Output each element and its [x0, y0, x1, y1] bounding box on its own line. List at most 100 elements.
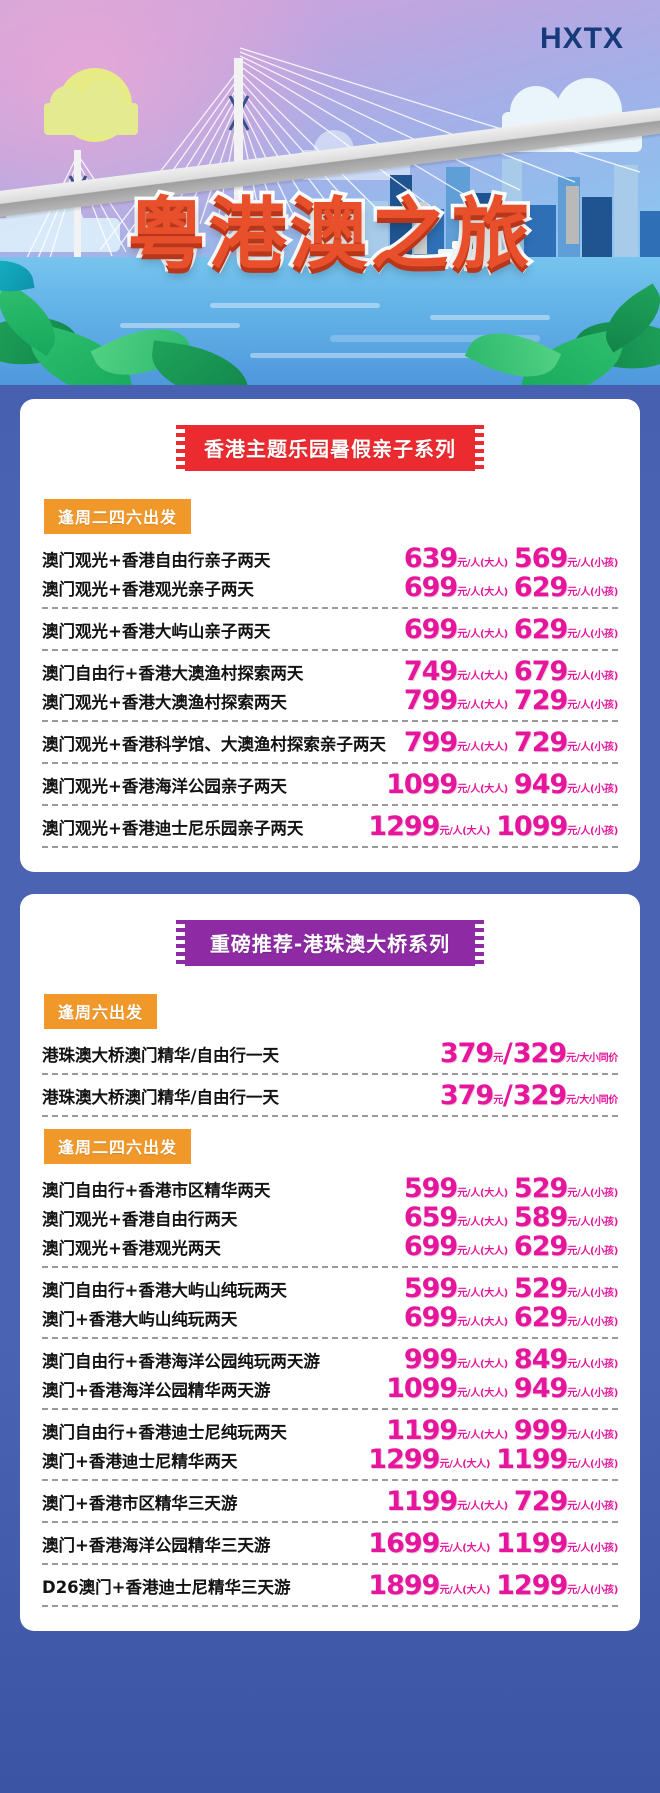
cloud-icon-yellow	[44, 80, 138, 135]
price-child: 629	[513, 1302, 568, 1334]
offer-row[interactable]: 澳门+香港迪士尼精华两天 1299 元/人(大人) 1199 元/人(小孩)	[42, 1445, 618, 1474]
offer-group: 澳门自由行+香港迪士尼纯玩两天 1199 元/人(大人) 999 元/人(小孩) 澳门+香…	[42, 1416, 618, 1481]
offer-row[interactable]: 澳门观光+香港科学馆、大澳渔村探索亲子两天 799 元/人(大人) 729 元/人(小孩…	[42, 728, 618, 757]
price-second: 329	[512, 1038, 567, 1070]
card-title-ribbon: 香港主题乐园暑假亲子系列	[176, 425, 484, 471]
price-adult-block: 1899 元/人(大人)	[368, 1570, 490, 1602]
offer-row[interactable]: 澳门观光+香港自由行亲子两天 639 元/人(大人) 569 元/人(小孩)	[42, 544, 618, 573]
price-child: 1299	[496, 1570, 568, 1602]
offer-row[interactable]: 澳门自由行+香港海洋公园纯玩两天游 999 元/人(大人) 849 元/人(小孩)	[42, 1345, 618, 1374]
price-adult-block: 799 元/人(大人)	[403, 685, 508, 717]
price-child: 1199	[496, 1528, 568, 1560]
price-adult-block: 699 元/人(大人)	[404, 574, 508, 601]
offer-group: 港珠澳大桥澳门精华/自由行一天 379 元/329 元/大小同价	[42, 1039, 618, 1075]
price-adult-unit: 元/人(大人)	[457, 1317, 508, 1328]
offer-row[interactable]: 澳门自由行+香港大澳渔村探索两天 749 元/人(大人) 679 元/人(小孩)	[42, 657, 618, 686]
price-adult: 639	[403, 543, 458, 575]
offer-row[interactable]: 港珠澳大桥澳门精华/自由行一天 379 元/329 元/大小同价	[42, 1039, 618, 1068]
offer-prices: 699 元/人(大人) 629 元/人(小孩)	[403, 614, 618, 646]
price-adult: 1899	[368, 1570, 440, 1602]
price-child-block: 629 元/人(小孩)	[514, 1233, 618, 1260]
price-child-block: 949 元/人(小孩)	[514, 771, 618, 798]
offer-prices: 659 元/人(大人) 589 元/人(小孩)	[404, 1204, 618, 1231]
price-adult-unit: 元/人(大人)	[457, 1288, 508, 1299]
offer-row[interactable]: 澳门观光+香港迪士尼乐园亲子两天 1299 元/人(大人) 1099 元/人(小孩)	[42, 812, 618, 841]
offer-row[interactable]: 澳门自由行+香港市区精华两天 599 元/人(大人) 529 元/人(小孩)	[42, 1174, 618, 1203]
offer-row[interactable]: 港珠澳大桥澳门精华/自由行一天 379 元/329 元/大小同价	[42, 1081, 618, 1110]
price-adult-block: 1299 元/人(大人)	[368, 813, 490, 840]
offer-row[interactable]: 澳门自由行+香港大屿山纯玩两天 599 元/人(大人) 529 元/人(小孩)	[42, 1274, 618, 1303]
offer-name: 港珠澳大桥澳门精华/自由行一天	[42, 1046, 280, 1065]
offer-name: 澳门+香港市区精华三天游	[42, 1494, 238, 1513]
offer-group: 澳门自由行+香港海洋公园纯玩两天游 999 元/人(大人) 849 元/人(小孩) 澳门+…	[42, 1345, 618, 1410]
offer-row[interactable]: D26澳门+香港迪士尼精华三天游 1899 元/人(大人) 1299 元/人(小孩)	[42, 1571, 618, 1600]
offer-row[interactable]: 澳门观光+香港海洋公园亲子两天 1099 元/人(大人) 949 元/人(小孩)	[42, 770, 618, 799]
price-first: 379	[439, 1080, 494, 1112]
offer-row[interactable]: 澳门观光+香港观光两天 699 元/人(大人) 629 元/人(小孩)	[42, 1232, 618, 1261]
price-adult: 999	[403, 1344, 458, 1376]
offer-prices: 599 元/人(大人) 529 元/人(小孩)	[403, 1173, 618, 1205]
offer-row[interactable]: 澳门自由行+香港迪士尼纯玩两天 1199 元/人(大人) 999 元/人(小孩)	[42, 1416, 618, 1445]
price-adult-unit: 元/人(大人)	[457, 1388, 508, 1399]
price-adult: 749	[403, 656, 458, 688]
offer-name: 港珠澳大桥澳门精华/自由行一天	[42, 1088, 280, 1107]
offer-row[interactable]: 澳门+香港海洋公园精华两天游 1099 元/人(大人) 949 元/人(小孩)	[42, 1374, 618, 1403]
offer-group: 澳门自由行+香港市区精华两天 599 元/人(大人) 529 元/人(小孩) 澳门观光+香…	[42, 1174, 618, 1268]
price-adult-unit: 元/人(大人)	[457, 1430, 508, 1441]
price-child-block: 1099 元/人(小孩)	[496, 813, 618, 840]
price-child-block: 1299 元/人(小孩)	[496, 1570, 618, 1602]
price-adult-unit: 元/人(大人)	[457, 1501, 508, 1512]
price-child-unit: 元/人(小孩)	[567, 826, 618, 837]
price-adult-unit: 元/人(大人)	[457, 629, 508, 640]
price-adult: 799	[403, 685, 458, 717]
offer-row[interactable]: 澳门观光+香港大屿山亲子两天 699 元/人(大人) 629 元/人(小孩)	[42, 615, 618, 644]
offer-row[interactable]: 澳门观光+香港大澳渔村探索两天 799 元/人(大人) 729 元/人(小孩)	[42, 686, 618, 715]
price-child-block: 529 元/人(小孩)	[514, 1275, 618, 1302]
price-child-block: 629 元/人(小孩)	[514, 574, 618, 601]
price-child-unit: 元/人(小孩)	[567, 558, 618, 569]
price-adult: 1099	[386, 1373, 458, 1405]
price-adult: 1199	[386, 1415, 458, 1447]
offer-prices: 1699 元/人(大人) 1199 元/人(小孩)	[368, 1528, 618, 1560]
departure-tag: 逢周二四六出发	[44, 1129, 192, 1164]
price-adult-block: 699 元/人(大人)	[404, 1233, 508, 1260]
price-child-block: 629 元/人(小孩)	[513, 1302, 618, 1334]
price-child-unit: 元/人(小孩)	[567, 742, 618, 753]
price-adult-unit: 元/人(大人)	[457, 587, 508, 598]
offer-card: 重磅推荐-港珠澳大桥系列 逢周六出发 港珠澳大桥澳门精华/自由行一天 379 元/329…	[20, 894, 640, 1631]
offer-row[interactable]: 澳门+香港海洋公园精华三天游 1699 元/人(大人) 1199 元/人(小孩)	[42, 1529, 618, 1558]
price-second-unit: 元/大小同价	[566, 1053, 618, 1064]
price-child-block: 629 元/人(小孩)	[513, 614, 618, 646]
price-child-block: 679 元/人(小孩)	[514, 658, 618, 685]
offer-row[interactable]: 澳门+香港大屿山纯玩两天 699 元/人(大人) 629 元/人(小孩)	[42, 1303, 618, 1332]
offer-group: 澳门观光+香港海洋公园亲子两天 1099 元/人(大人) 949 元/人(小孩)	[42, 770, 618, 806]
price-adult: 1199	[386, 1486, 458, 1518]
offer-name: 澳门观光+香港迪士尼乐园亲子两天	[42, 819, 304, 838]
offer-row[interactable]: 澳门观光+香港观光亲子两天 699 元/人(大人) 629 元/人(小孩)	[42, 573, 618, 602]
offer-row[interactable]: 澳门+香港市区精华三天游 1199 元/人(大人) 729 元/人(小孩)	[42, 1487, 618, 1516]
offer-name: 澳门自由行+香港大澳渔村探索两天	[42, 664, 304, 683]
price-child: 849	[513, 1344, 568, 1376]
price-child: 1199	[496, 1444, 568, 1476]
offer-name: 澳门+香港海洋公园精华三天游	[42, 1536, 271, 1555]
price-child-block: 1199 元/人(小孩)	[496, 1528, 618, 1560]
price-adult: 699	[403, 614, 458, 646]
price-second: 329	[512, 1080, 567, 1112]
price-child-unit: 元/人(小孩)	[567, 1359, 618, 1370]
offer-group: 澳门自由行+香港大屿山纯玩两天 599 元/人(大人) 529 元/人(小孩) 澳门+香港…	[42, 1274, 618, 1339]
price-adult: 599	[403, 1273, 458, 1305]
offer-name: 澳门观光+香港科学馆、大澳渔村探索亲子两天	[42, 735, 386, 754]
price-child-unit: 元/人(小孩)	[567, 700, 618, 711]
price-adult: 599	[403, 1173, 458, 1205]
price-child: 629	[513, 614, 568, 646]
price-adult-unit: 元/人(大人)	[457, 742, 508, 753]
price-child-unit: 元/人(小孩)	[567, 1246, 618, 1257]
offer-row[interactable]: 澳门观光+香港自由行两天 659 元/人(大人) 589 元/人(小孩)	[42, 1203, 618, 1232]
price-adult: 1099	[386, 769, 458, 801]
card-title-ribbon: 重磅推荐-港珠澳大桥系列	[176, 920, 484, 966]
price-child-unit: 元/人(小孩)	[567, 587, 618, 598]
price-adult: 799	[403, 727, 458, 759]
offer-group: 澳门观光+香港科学馆、大澳渔村探索亲子两天 799 元/人(大人) 729 元/人(小孩…	[42, 728, 618, 764]
price-adult-block: 699 元/人(大人)	[403, 614, 508, 646]
price-first-unit: 元	[493, 1053, 503, 1064]
